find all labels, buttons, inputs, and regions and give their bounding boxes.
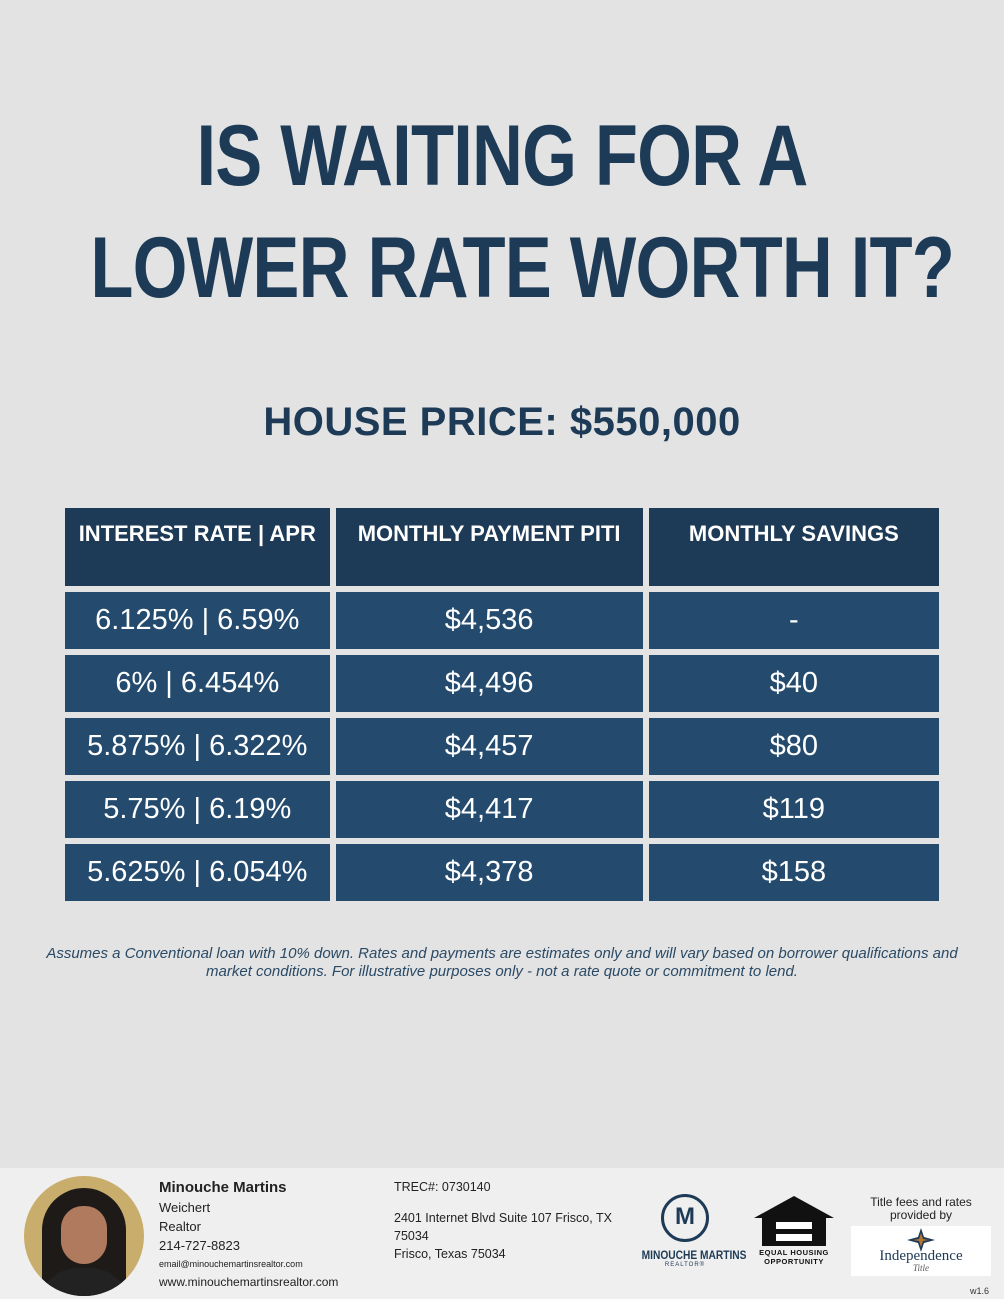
header-interest-rate: INTEREST RATE | APR	[65, 508, 330, 586]
office-address-2: Frisco, Texas 75034	[394, 1247, 506, 1261]
cell-rate: 5.875% | 6.322%	[65, 718, 330, 775]
eho-line-1: EQUAL HOUSING	[759, 1248, 829, 1257]
agent-info: Minouche Martins Weichert Realtor 214-72…	[159, 1178, 338, 1291]
cell-rate: 6% | 6.454%	[65, 655, 330, 712]
header-monthly-savings: MONTHLY SAVINGS	[648, 508, 939, 586]
agent-company: Weichert	[159, 1200, 211, 1215]
headline: IS WAITING FOR A LOWER RATE WORTH IT?	[90, 100, 955, 324]
agent-name: Minouche Martins	[159, 1179, 287, 1196]
agent-logo-mark: M	[661, 1194, 709, 1242]
headline-line-1: IS WAITING FOR A	[196, 108, 808, 204]
compass-star-icon	[907, 1228, 935, 1252]
agent-title: Realtor	[159, 1219, 201, 1234]
office-address-1: 2401 Internet Blvd Suite 107 Frisco, TX …	[394, 1211, 612, 1243]
agent-website[interactable]: www.minouchemartinsrealtor.com	[159, 1275, 339, 1289]
cell-payment: $4,378	[335, 844, 643, 901]
office-info: TREC#: 0730140 2401 Internet Blvd Suite …	[394, 1178, 614, 1263]
table-row: 6% | 6.454% $4,496 $40	[65, 655, 939, 712]
title-company-name: Independence	[879, 1248, 963, 1264]
cell-savings: $119	[648, 781, 939, 838]
header-monthly-payment: MONTHLY PAYMENT PITI	[335, 508, 643, 586]
table-row: 5.625% | 6.054% $4,378 $158	[65, 844, 939, 901]
agent-email[interactable]: email@minouchemartinsrealtor.com	[159, 1259, 303, 1269]
avatar	[24, 1176, 144, 1296]
house-price: HOUSE PRICE: $550,000	[263, 400, 741, 444]
equal-housing-icon	[754, 1196, 834, 1246]
agent-logo-text: MINOUCHE MARTINS	[641, 1248, 747, 1262]
cell-savings: -	[648, 592, 939, 649]
agent-phone[interactable]: 214-727-8823	[159, 1238, 240, 1253]
cell-payment: $4,417	[335, 781, 643, 838]
cell-savings: $40	[648, 655, 939, 712]
agent-logo-sub: REALTOR®	[664, 1262, 706, 1268]
title-company-tag: Title	[912, 1263, 929, 1273]
headline-line-2: LOWER RATE WORTH IT?	[90, 220, 955, 316]
title-company-logo: Independence Title	[851, 1226, 991, 1276]
cell-rate: 6.125% | 6.59%	[65, 592, 330, 649]
cell-payment: $4,496	[335, 655, 643, 712]
table-row: 5.875% | 6.322% $4,457 $80	[65, 718, 939, 775]
table-header-row: INTEREST RATE | APR MONTHLY PAYMENT PITI…	[65, 508, 939, 586]
eho-line-2: OPPORTUNITY	[764, 1257, 824, 1266]
version-label: w1.6	[970, 1286, 990, 1296]
cell-payment: $4,457	[335, 718, 643, 775]
trec-number: TREC#: 0730140	[394, 1180, 491, 1194]
cell-savings: $158	[648, 844, 939, 901]
cell-payment: $4,536	[335, 592, 643, 649]
footer: Minouche Martins Weichert Realtor 214-72…	[0, 1168, 1004, 1299]
cell-rate: 5.75% | 6.19%	[65, 781, 330, 838]
rate-table: INTEREST RATE | APR MONTHLY PAYMENT PITI…	[59, 502, 945, 907]
equal-housing-logo: EQUAL HOUSING OPPORTUNITY	[752, 1194, 836, 1266]
cell-savings: $80	[648, 718, 939, 775]
title-provider-note: Title fees and rates provided by	[870, 1195, 972, 1222]
table-row: 6.125% | 6.59% $4,536 -	[65, 592, 939, 649]
agent-logo: M MINOUCHE MARTINS REALTOR®	[634, 1194, 747, 1268]
disclaimer: Assumes a Conventional loan with 10% dow…	[46, 945, 958, 980]
cell-rate: 5.625% | 6.054%	[65, 844, 330, 901]
table-row: 5.75% | 6.19% $4,417 $119	[65, 781, 939, 838]
